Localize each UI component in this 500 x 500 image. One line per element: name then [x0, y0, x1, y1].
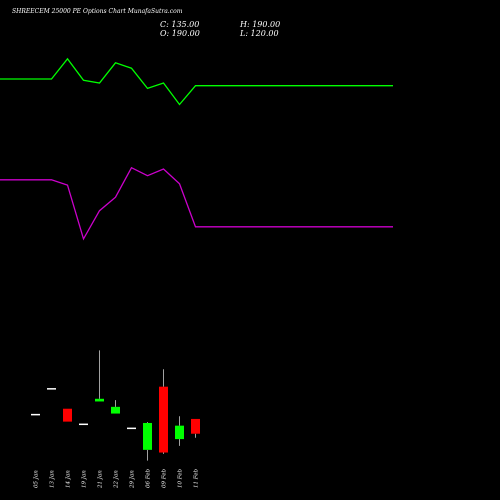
upper-line [0, 57, 393, 106]
x-tick-label: 22 Jan [114, 470, 120, 489]
x-tick-label: 05 Jan [34, 470, 40, 488]
candle-body [47, 388, 56, 390]
x-tick-label: 19 Jan [82, 470, 88, 488]
candle-body [111, 406, 120, 414]
x-tick-label: 06 Feb [146, 468, 152, 488]
x-tick-label: 13 Jan [50, 470, 56, 488]
candle-body [63, 408, 72, 422]
candle-body [31, 413, 40, 416]
x-tick-label: 14 Jan [66, 470, 72, 488]
x-tick-label: 09 Feb [162, 468, 168, 488]
candle-body [127, 427, 136, 430]
x-tick-label: 21 Jan [98, 470, 104, 489]
chart-title: SHREECEM 25000 PE Options Chart MunafaSu… [12, 8, 183, 15]
candle-body [159, 386, 168, 453]
candle-body [95, 398, 104, 402]
candle-body [175, 425, 184, 440]
x-tick-label: 29 Jan [130, 470, 136, 489]
lower-line [0, 166, 393, 241]
high-value: H: 190.00 [240, 20, 281, 29]
candle-body [191, 418, 200, 434]
candle-body [143, 422, 152, 450]
x-tick-label: 10 Feb [178, 468, 184, 488]
x-tick-label: 11 Feb [194, 468, 200, 488]
candle-body [79, 423, 88, 426]
close-value: C: 135.00 [160, 20, 200, 29]
open-value: O: 190.00 [160, 29, 200, 38]
low-value: L: 120.00 [240, 29, 279, 38]
